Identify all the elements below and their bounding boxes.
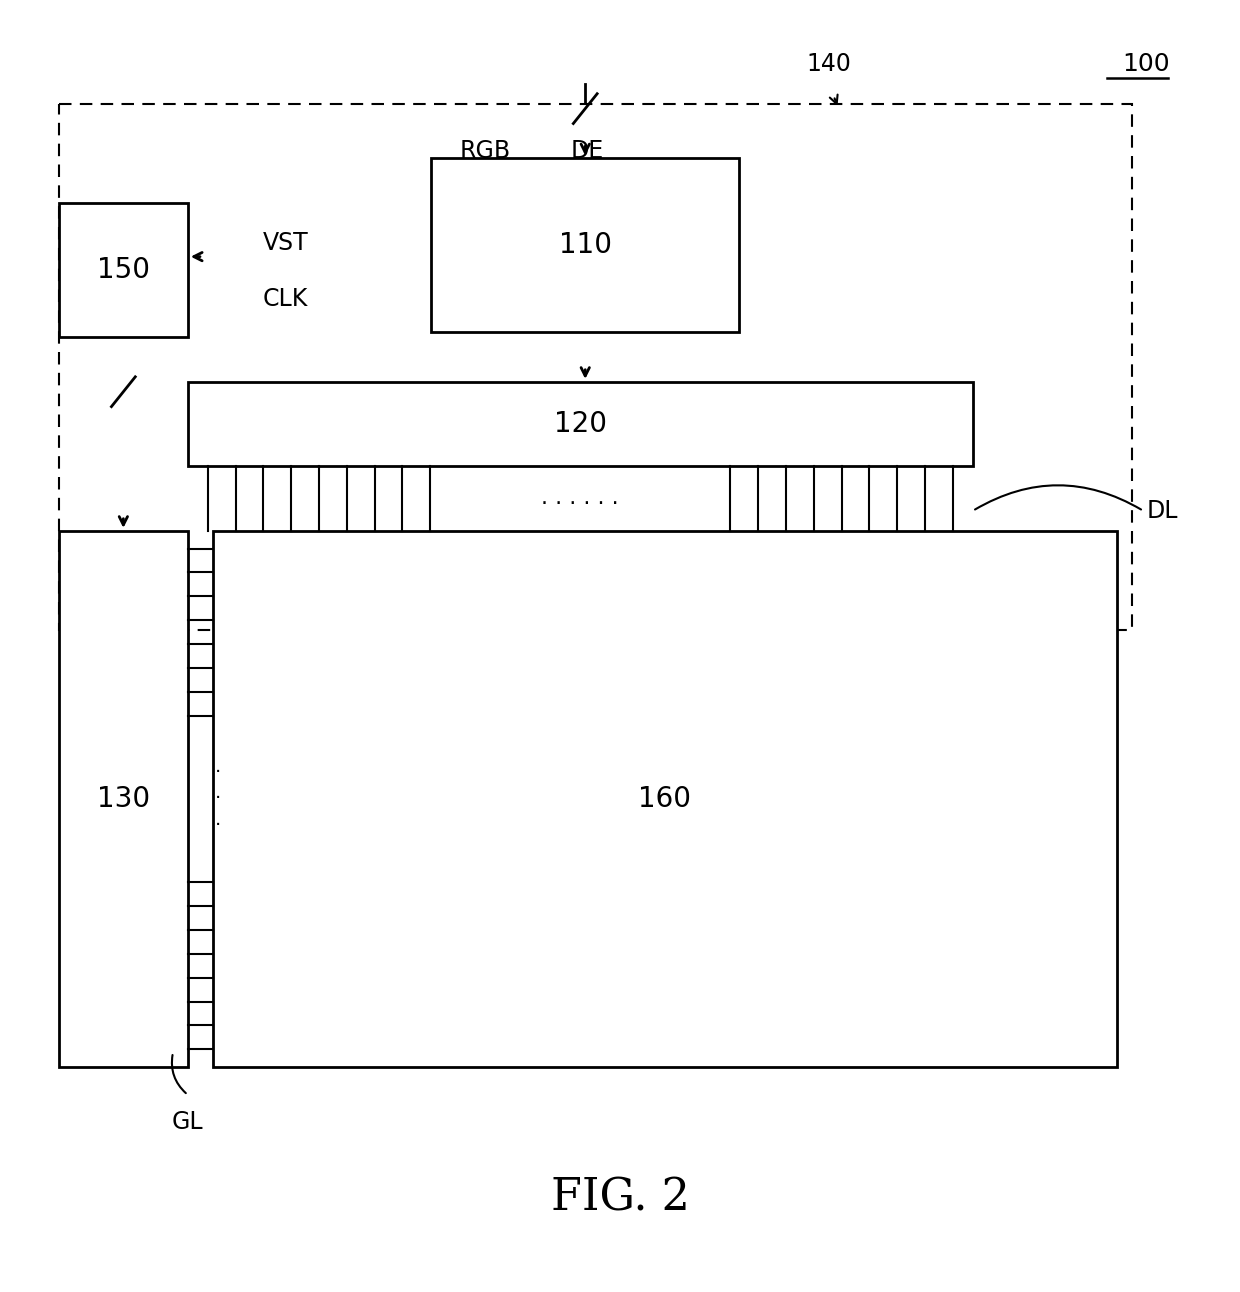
Bar — [188, 382, 972, 466]
Bar — [58, 531, 188, 1067]
Text: 100: 100 — [1122, 52, 1171, 76]
Text: . . . . . .: . . . . . . — [542, 488, 619, 509]
Text: ·
·
·: · · · — [215, 764, 221, 835]
Bar — [58, 203, 188, 337]
Text: GL: GL — [172, 1110, 203, 1134]
Bar — [432, 159, 739, 332]
Text: FIG. 2: FIG. 2 — [551, 1177, 689, 1220]
Bar — [213, 531, 1117, 1067]
Text: 120: 120 — [554, 410, 606, 438]
Bar — [58, 103, 1132, 630]
Text: 160: 160 — [639, 786, 691, 813]
Text: DE: DE — [570, 140, 604, 163]
Text: CLK: CLK — [263, 287, 308, 311]
Text: RGB: RGB — [460, 140, 511, 163]
Text: 130: 130 — [97, 786, 150, 813]
Text: DL: DL — [1147, 499, 1178, 523]
Text: 140: 140 — [806, 52, 851, 76]
Text: VST: VST — [263, 231, 309, 255]
Text: 110: 110 — [559, 231, 611, 260]
Text: 150: 150 — [97, 256, 150, 284]
